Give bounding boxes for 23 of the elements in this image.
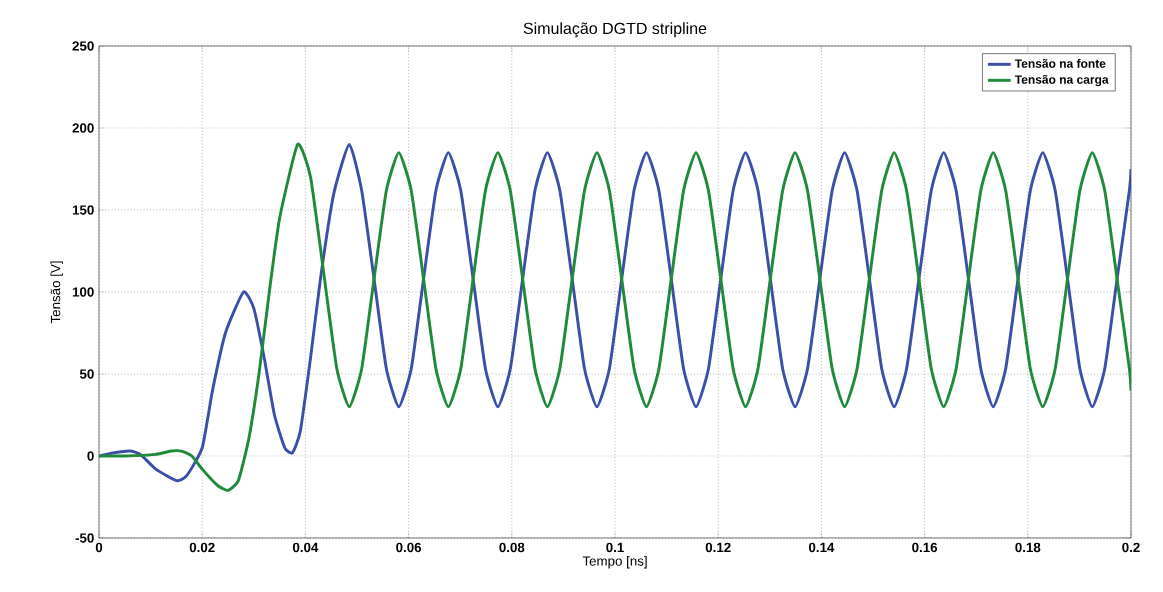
x-tick-label: 0.14 — [808, 542, 835, 553]
y-tick-label: 100 — [72, 287, 94, 297]
x-tick-label: 0.02 — [189, 542, 215, 553]
x-tick-label: 0.1 — [606, 542, 624, 553]
x-tick-label: 0.2 — [1122, 542, 1140, 553]
y-tick-label: 0 — [87, 451, 94, 461]
x-tick-label: 0.08 — [499, 542, 525, 553]
y-tick-label: 50 — [79, 369, 94, 379]
x-tick-label: 0.12 — [705, 542, 731, 553]
x-tick-label: 0.06 — [396, 542, 422, 553]
x-tick-label: 0.18 — [1015, 542, 1041, 553]
y-tick-label: 150 — [72, 205, 94, 215]
legend-label: Tensão na carga — [1014, 74, 1109, 87]
y-tick-label: -50 — [75, 533, 94, 543]
x-tick-label: 0.04 — [292, 542, 319, 553]
y-tick-label: 250 — [72, 41, 94, 51]
y-tick-label: 200 — [72, 123, 94, 133]
chart-title: Simulação DGTD stripline — [523, 22, 707, 38]
legend-label: Tensão na fonte — [1014, 58, 1106, 68]
x-axis-title: Tempo [ns] — [582, 555, 647, 569]
x-tick-label: 0 — [95, 542, 103, 553]
y-axis-title: Tensão [V] — [50, 261, 63, 324]
x-tick-label: 0.16 — [912, 542, 938, 553]
